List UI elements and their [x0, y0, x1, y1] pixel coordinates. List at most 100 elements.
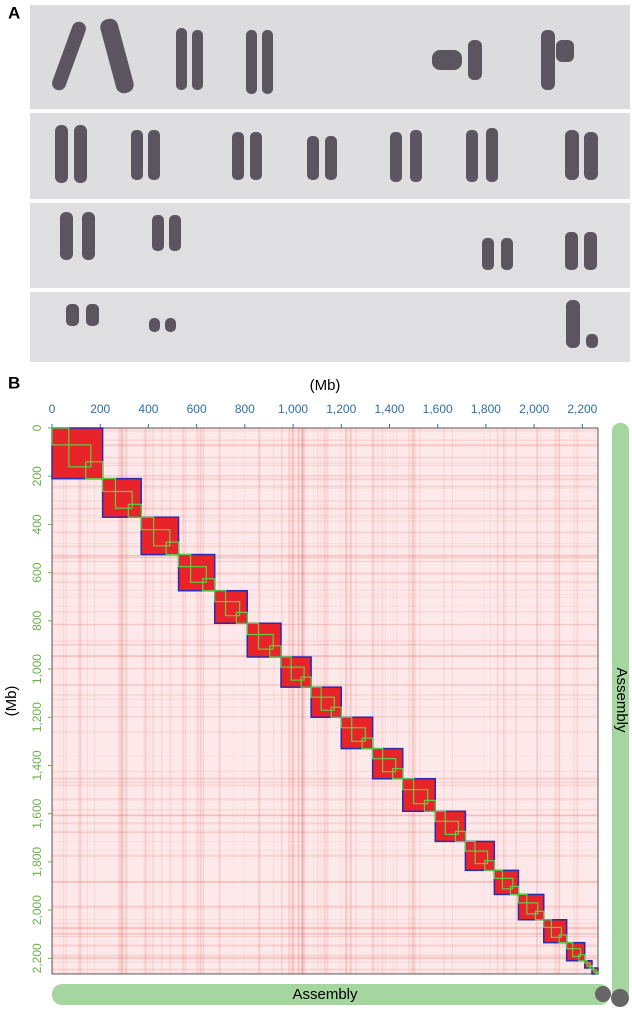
- texture-stripe: [537, 428, 539, 974]
- y-tick-label: 1,400: [30, 750, 44, 780]
- texture-stripe: [52, 439, 598, 441]
- texture-stripe: [52, 784, 598, 787]
- texture-stripe: [117, 428, 121, 974]
- photo-row: [30, 203, 630, 288]
- x-tick-label: 400: [138, 402, 158, 416]
- texture-stripe: [443, 428, 445, 974]
- contig-box: [224, 600, 241, 617]
- texture-stripe: [412, 428, 414, 974]
- contig-box: [474, 850, 489, 865]
- contig-box: [114, 490, 133, 509]
- assembly-label: Assembly: [613, 667, 630, 733]
- texture-stripe: [288, 428, 291, 974]
- texture-stripe: [52, 654, 598, 658]
- texture-stripe: [52, 881, 598, 883]
- contig-box: [290, 666, 305, 681]
- texture-stripe: [372, 428, 374, 974]
- texture-stripe: [52, 556, 598, 558]
- texture-stripe: [52, 815, 598, 816]
- texture-stripe: [52, 814, 598, 817]
- texture-stripe: [79, 428, 82, 974]
- contig-box: [382, 758, 397, 773]
- texture-stripe: [52, 655, 598, 657]
- texture-stripe: [52, 561, 598, 563]
- texture-stripe: [52, 667, 598, 670]
- chromosome-block: [213, 589, 249, 625]
- y-tick-label: 2,200: [30, 943, 44, 973]
- contig-box: [550, 926, 562, 938]
- photo-row: [30, 5, 630, 109]
- chromosome-block: [340, 716, 374, 750]
- contig-box: [434, 810, 446, 822]
- y-tick-label: 400: [30, 514, 44, 534]
- texture-stripe: [52, 933, 598, 935]
- texture-stripe: [304, 428, 307, 974]
- chromosome-block: [493, 869, 520, 896]
- texture-stripe: [52, 623, 598, 625]
- texture-stripe: [52, 596, 598, 599]
- texture-stripe: [52, 946, 598, 948]
- contig-box: [595, 971, 599, 975]
- texture-stripe: [52, 968, 598, 971]
- assembly-bar: [612, 423, 629, 1000]
- texture-stripe: [573, 428, 575, 974]
- x-tick-label: 1,400: [374, 402, 404, 416]
- texture-stripe: [52, 954, 598, 957]
- texture-stripe: [345, 428, 347, 974]
- texture-stripe: [52, 624, 598, 625]
- texture-stripe: [52, 849, 598, 851]
- texture-stripe: [52, 814, 598, 817]
- texture-stripe: [52, 505, 598, 506]
- texture-stripe: [413, 428, 416, 974]
- texture-stripe: [52, 755, 598, 757]
- texture-stripe: [371, 428, 373, 974]
- contig-box: [235, 611, 248, 624]
- texture-stripe: [52, 561, 598, 562]
- contig-box: [593, 969, 598, 974]
- contig-box: [310, 686, 322, 698]
- texture-stripe: [52, 581, 598, 584]
- contig-box: [246, 622, 260, 636]
- texture-stripe: [153, 428, 155, 974]
- texture-stripe: [52, 832, 598, 833]
- x-tick-label: 0: [49, 402, 56, 416]
- texture-stripe: [52, 572, 598, 575]
- contig-box: [320, 696, 335, 711]
- contig-box: [566, 942, 574, 950]
- texture-stripe: [126, 428, 128, 974]
- texture-stripe: [505, 428, 507, 974]
- contig-box: [190, 566, 207, 583]
- texture-stripe: [52, 545, 598, 548]
- y-axis-title: (Mb): [3, 686, 20, 717]
- texture-stripe: [52, 507, 598, 510]
- contig-box: [127, 503, 142, 518]
- texture-stripe: [410, 428, 413, 974]
- assembly-label: Assembly: [292, 986, 358, 1003]
- texture-stripe: [515, 428, 517, 974]
- texture-stripe: [354, 428, 356, 974]
- chromosome-block: [517, 893, 545, 921]
- texture-stripe: [78, 428, 80, 974]
- contig-box: [484, 860, 495, 871]
- texture-stripe: [184, 428, 187, 974]
- contig-box: [534, 910, 545, 921]
- texture-stripe: [52, 485, 598, 488]
- texture-stripe: [52, 961, 598, 963]
- texture-stripe: [52, 478, 598, 481]
- texture-stripe: [232, 428, 234, 974]
- contig-box: [372, 748, 384, 760]
- texture-stripe: [161, 428, 163, 974]
- texture-stripe: [411, 428, 414, 974]
- texture-stripe: [52, 443, 598, 447]
- texture-stripe: [197, 428, 199, 974]
- texture-stripe: [52, 880, 598, 883]
- contig-box: [361, 737, 374, 750]
- texture-stripe: [52, 926, 598, 929]
- contig-box: [269, 645, 282, 658]
- texture-stripe: [52, 611, 598, 613]
- texture-stripe: [451, 428, 453, 974]
- texture-stripe: [52, 531, 598, 534]
- contig-box: [177, 553, 192, 568]
- texture-stripe: [52, 554, 598, 556]
